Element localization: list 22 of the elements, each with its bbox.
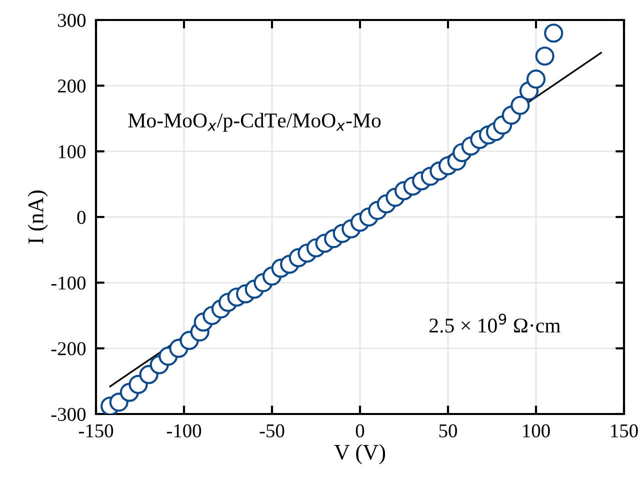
x-tick-label: 0: [356, 424, 364, 438]
point: [526, 70, 546, 89]
y-tick-label: 200: [58, 79, 86, 93]
x-tick-label: -50: [260, 424, 284, 438]
x-tick-label: 100: [523, 424, 550, 438]
y-tick-label: 0: [77, 210, 86, 224]
y-axis-title: I (nA): [28, 190, 48, 244]
y-tick-label: -300: [51, 408, 86, 421]
point: [510, 96, 530, 115]
x-tick-label: 50: [439, 424, 457, 438]
point: [535, 46, 554, 66]
x-tick-label: -150: [78, 424, 114, 438]
x-tick-label: -100: [166, 424, 202, 438]
x-axis-title: V (V): [334, 444, 386, 464]
x-tick-label: 150: [611, 424, 638, 438]
annotation: Mo-MoO$_{x}$/p-CdTe/MoO$_{x}$-Mo: [128, 112, 381, 132]
y-tick-label: -200: [51, 342, 86, 356]
annotation: 2.5 × 10$^{9}$ Ω·cm: [430, 314, 560, 333]
point: [544, 24, 564, 43]
y-tick-label: 300: [58, 14, 86, 27]
y-tick-label: -100: [51, 276, 86, 290]
y-tick-label: 100: [58, 145, 86, 158]
